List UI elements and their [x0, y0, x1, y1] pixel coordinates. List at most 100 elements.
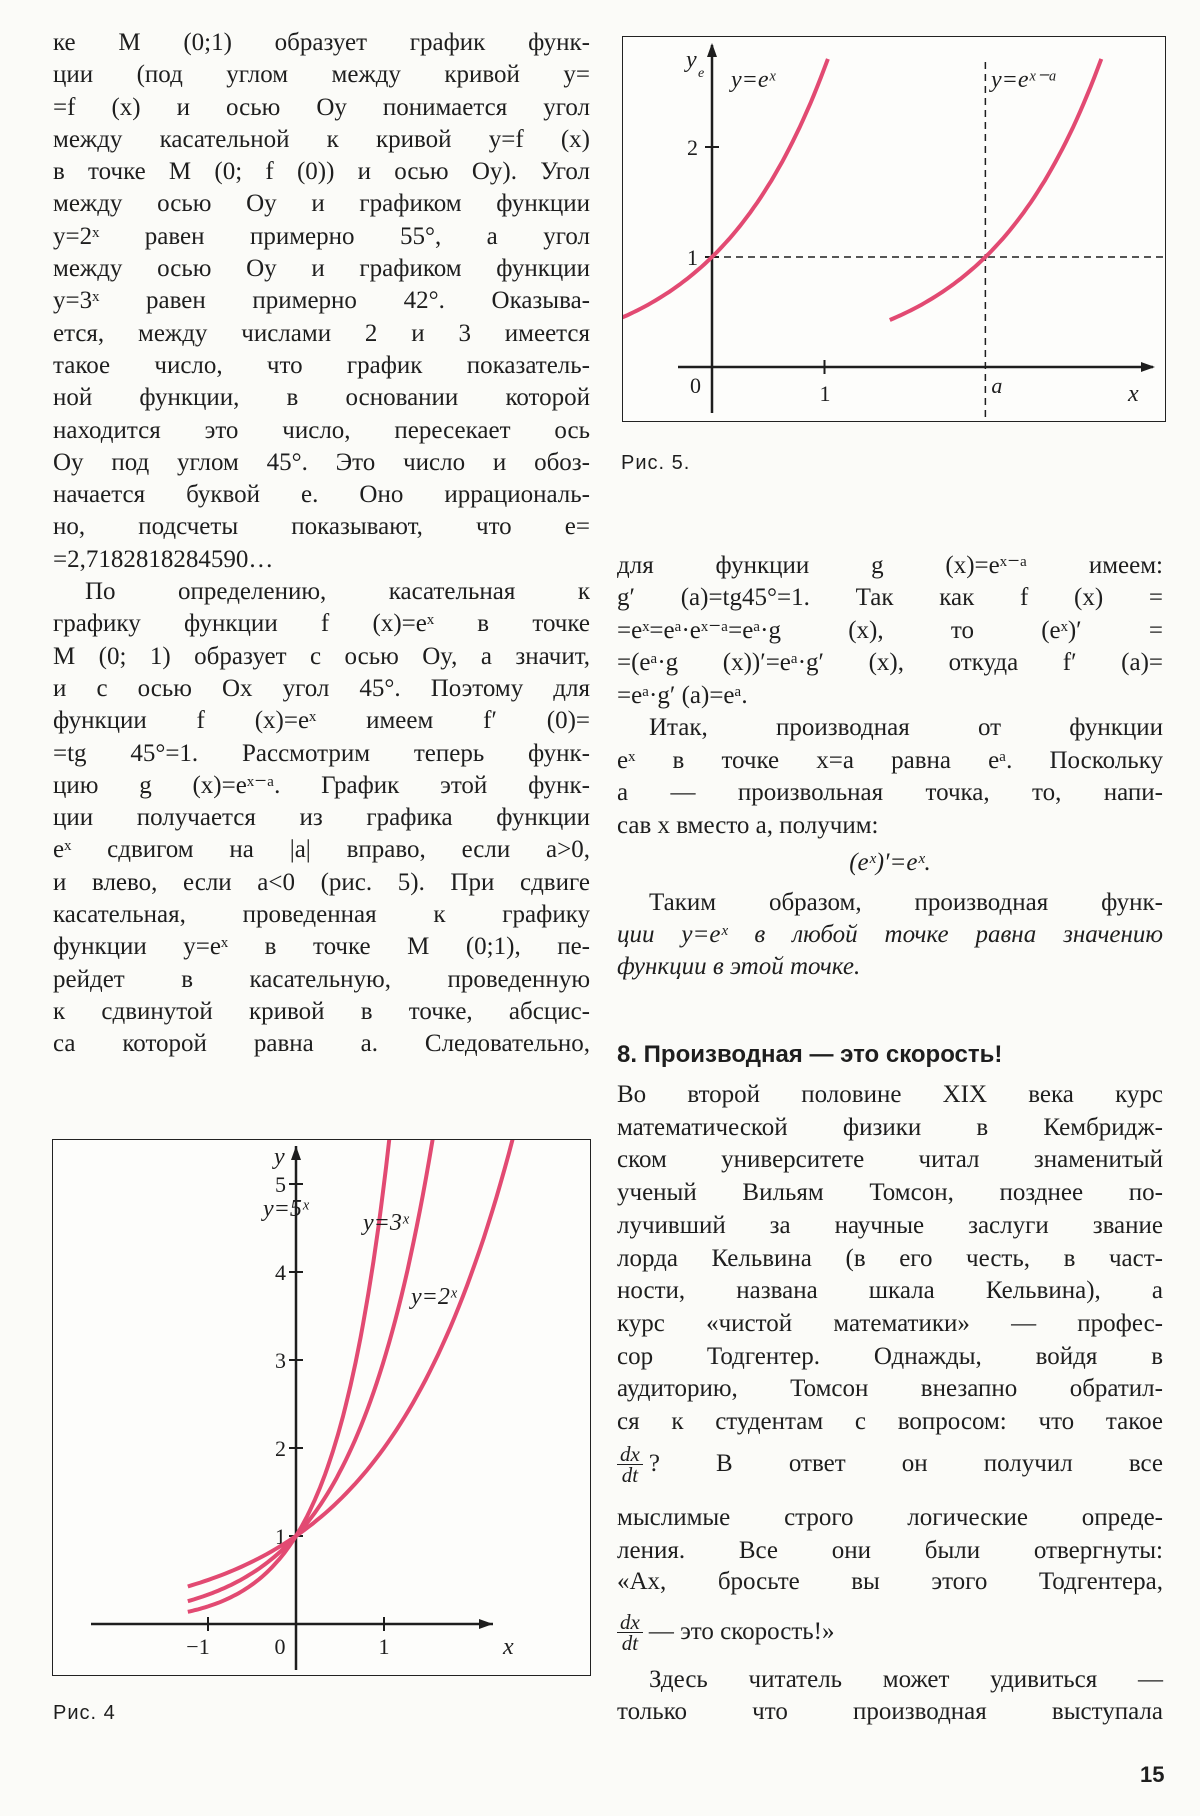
y-tick-label: 3: [275, 1348, 286, 1373]
x-tick-label: 0: [275, 1634, 286, 1659]
text-line: между осью Oy и графиком функции: [53, 190, 590, 218]
text-line: =f (x) и осью Oy понимается угол: [53, 93, 590, 121]
y-tick-label: 1: [275, 1524, 286, 1549]
page-number: 15: [1140, 1762, 1165, 1787]
x-tick-label: 0: [690, 373, 701, 398]
curve-label: y=2ˣ: [409, 1284, 458, 1310]
text-line: y=3ˣ равен примерно 42°. Оказыва-: [53, 287, 590, 315]
text-line: начается буквой e. Оно иррациональ-: [53, 481, 590, 509]
x-axis-label: x: [502, 1634, 514, 1660]
text-line: eˣ сдвигом на |a| вправо, если a>0,: [53, 836, 590, 864]
y-tick-label: 2: [687, 135, 698, 160]
text-line: ной функции, в основании которой: [53, 384, 590, 412]
text-line: =eˣ=eᵃ·eˣ⁻ᵃ=eᵃ·g (x), то (eˣ)′ =: [617, 617, 1163, 644]
text-line: Здесь читатель может удивиться —: [649, 1666, 1163, 1693]
y-axis-label: y: [272, 1144, 285, 1170]
text-line: курс «чистой математики» — профес-: [617, 1309, 1163, 1337]
text-line: са которой равна a. Следовательно,: [53, 1030, 590, 1058]
text-line: только что производная выступала: [617, 1698, 1163, 1725]
text-line: Oy под углом 45°. Это число и обоз-: [53, 448, 590, 476]
text-line: ся к студентам с вопросом: что такое: [617, 1408, 1163, 1435]
fraction-line: dx dt ? В ответ он получил все: [617, 1440, 1163, 1488]
text-line: ском университете читал знаменитый: [617, 1146, 1163, 1174]
x-axis-arrow: [479, 1619, 493, 1629]
text-line: Во второй половине XIX века курс: [617, 1081, 1163, 1108]
figure-5-caption: Рис. 5.: [621, 452, 691, 474]
text-line: ности, названа шкала Кельвина), а: [617, 1277, 1163, 1305]
figure-5-plot: 1 2 0 1 a x ye y=eˣ y=eˣ⁻ᵃ: [623, 43, 1163, 417]
text-line: такое число, что график показатель-: [53, 351, 590, 379]
text-line: M (0; 1) образует с осью Oy, а значит,: [53, 642, 590, 670]
left-column-text: ке M (0;1) образует график функ-ции (под…: [53, 27, 590, 1061]
text-line: По определению, касательная к: [85, 578, 590, 606]
curve-base-3: [187, 1140, 435, 1604]
text-line: и влево, если a<0 (рис. 5). При сдвиге: [53, 868, 590, 896]
curve-exp: [623, 58, 830, 320]
formula: (eˣ)′=eˣ.: [849, 849, 931, 876]
text-line: =eᵃ·g′ (a)=eᵃ.: [617, 682, 748, 709]
text-line: лучивший за научные заслуги звание: [617, 1211, 1163, 1239]
text-line: =tg 45°=1. Рассмотрим теперь функ-: [53, 739, 590, 767]
text-line: ции получается из графика функции: [53, 804, 590, 832]
text-line: ления. Все они были отвергнуты:: [617, 1537, 1163, 1564]
x-tick-label: 1: [820, 381, 831, 406]
text-line: Итак, производная от функции: [649, 714, 1163, 741]
text-line: ции (под углом между кривой y=: [53, 61, 590, 89]
x-axis-label: x: [1127, 381, 1139, 407]
y-tick-label: 5: [275, 1172, 286, 1197]
y-axis-label-subscript: e: [698, 66, 704, 81]
denominator: dt: [621, 1462, 639, 1487]
text-line: к сдвинутой кривой в точке, абсцис-: [53, 997, 590, 1025]
fraction-dx-dt: dx dt: [617, 1443, 643, 1487]
y-tick-label: 2: [275, 1436, 286, 1461]
figure-4: 1 2 3 4 5 −1 0 1 x y y=5ˣ y=3ˣ y=2ˣ: [52, 1139, 591, 1676]
y-axis-label: y: [684, 47, 697, 73]
text-line: касательная, проведенная к графику: [53, 901, 590, 929]
figure-5: 1 2 0 1 a x y e y=eˣ y=eˣ⁻ᵃ: [622, 36, 1166, 422]
curve-label: y=eˣ⁻ᵃ: [989, 67, 1058, 93]
text-line: лорда Кельвина (в его честь, в част-: [617, 1244, 1163, 1272]
text-line: ученый Вильям Томсон, позднее по-: [617, 1179, 1163, 1207]
text-line: но, подсчеты показывают, что e=: [53, 513, 590, 541]
x-tick-label: −1: [186, 1634, 209, 1659]
text-line: сав x вместо a, получим:: [617, 812, 879, 839]
text-line: математической физики в Кембридж-: [617, 1113, 1163, 1141]
text-line: ции y=eˣ в любой точке равна значению: [617, 921, 1163, 948]
text-line: ке M (0;1) образует график функ-: [53, 29, 590, 56]
text-line: между осью Oy и графиком функции: [53, 255, 590, 283]
text-line: аудиторию, Томсон внезапно обратил-: [617, 1375, 1163, 1403]
text-line: функции в этой точке.: [617, 953, 861, 980]
section-heading: 8. Производная — это скорость!: [617, 1041, 1003, 1068]
text-line: рейдет в касательную, проведенную: [53, 965, 590, 993]
curve-label: y=5ˣ: [261, 1196, 310, 1222]
text-line: мыслимые строго логические опреде-: [617, 1504, 1163, 1531]
text-line: в точке M (0; f (0)) и осью Oy). Угол: [53, 158, 590, 186]
curve-base-5: [187, 1140, 392, 1614]
text-line: графику функции f (x)=eˣ в точке: [53, 610, 590, 638]
text-line: сор Тодгентер. Однажды, войдя в: [617, 1342, 1163, 1370]
y-tick-label: 1: [687, 245, 698, 270]
numerator: dx: [617, 1611, 643, 1633]
text-line: находится это число, пересекает ось: [53, 416, 590, 444]
denominator: dt: [621, 1630, 639, 1655]
fraction-line: dx dt — это скорость!»: [617, 1608, 1163, 1656]
text-line: y=2ˣ равен примерно 55°, а угол: [53, 222, 590, 250]
figure-4-plot: 1 2 3 4 5 −1 0 1 x y y=5ˣ y=3ˣ y=2ˣ: [91, 1140, 515, 1670]
x-tick-label: 1: [379, 1634, 390, 1659]
y-axis-arrow: [291, 1146, 301, 1160]
figure-4-caption: Рис. 4: [53, 1702, 116, 1724]
x-axis-arrow: [1141, 362, 1155, 372]
numerator: dx: [617, 1443, 643, 1465]
text-line: — это скорость!»: [648, 1618, 835, 1645]
text-line: и с осью Ox угол 45°. Поэтому для: [53, 674, 590, 702]
x-tick-label: a: [991, 373, 1002, 398]
fraction-dx-dt: dx dt: [617, 1611, 643, 1655]
text-line: eˣ в точке x=a равна eᵃ. Поскольку: [617, 747, 1163, 774]
curve-shifted-exp: [889, 58, 1104, 322]
text-line: =2,7182818284590…: [53, 545, 274, 573]
curve-label: y=eˣ: [729, 67, 777, 93]
text-line: ? В ответ он получил все: [648, 1450, 1163, 1477]
text-line: =(eᵃ·g (x))′=eᵃ·g′ (x), откуда f′ (a)=: [617, 649, 1163, 676]
text-line: a — произвольная точка, то, напи-: [617, 779, 1163, 806]
text-line: g′ (a)=tg45°=1. Так как f (x) =: [617, 584, 1163, 611]
